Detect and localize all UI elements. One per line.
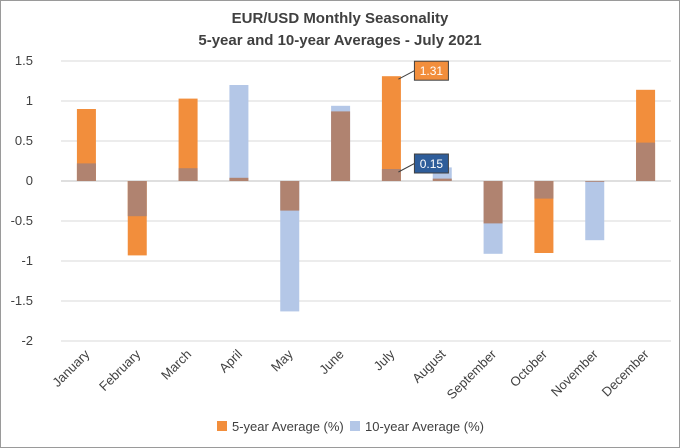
bar-10-year [229,85,249,181]
x-tick-label: May [268,346,296,374]
y-tick-label: -2 [21,333,33,348]
bars [76,76,656,312]
callout-box [413,60,449,81]
x-tick-label: July [371,346,398,373]
bar-overlap [381,169,401,181]
legend-swatch [217,421,227,431]
bar-overlap [483,181,503,224]
x-tick-label: January [49,346,93,390]
legend-label: 10-year Average (%) [365,419,484,434]
callout-label: 1.31 [420,64,444,78]
x-tick-label: September [444,346,500,402]
bar-5-year [178,98,198,181]
bar-5-year [381,76,401,181]
y-tick-label: -0.5 [11,213,33,228]
bar-overlap [76,163,96,181]
callout-label: 0.15 [420,157,444,171]
x-tick-label: August [409,346,448,385]
y-axis: -2 -1.5 -1 -0.5 0 0.5 1 1.5 [11,53,33,348]
y-tick-label: 0.5 [15,133,33,148]
x-tick-label: March [158,347,194,383]
legend-swatch [350,421,360,431]
x-tick-label: April [216,346,245,375]
bar-overlap [229,177,249,181]
x-axis: January February March April May June July Augu… [49,346,652,402]
callouts: 1.31 0.15 [398,60,449,174]
y-tick-label: 1 [26,93,33,108]
y-tick-label: -1 [21,253,33,268]
legend-label: 5-year Average (%) [232,419,344,434]
callout-leader [398,70,415,80]
callout-leader [398,163,415,173]
bar-5-year [534,181,554,253]
legend: 5-year Average (%) 10-year Average (%) [217,419,484,434]
bar-overlap [127,181,147,217]
bar-overlap [331,111,351,181]
y-tick-label: 0 [26,173,33,188]
chart-subtitle: 5-year and 10-year Averages - July 2021 [198,32,482,49]
bar-10-year [585,181,605,241]
bar-overlap [585,181,605,182]
x-tick-label: November [548,346,601,399]
callout-box [413,153,449,174]
gridlines [61,60,671,342]
x-tick-label: October [507,346,551,390]
bar-overlap [280,181,300,211]
y-tick-label: -1.5 [11,293,33,308]
chart-title: EUR/USD Monthly Seasonality [231,10,449,27]
bar-10-year [280,181,300,312]
bar-overlap [432,178,452,181]
x-tick-label: February [96,346,144,394]
bar-overlap [636,142,656,181]
y-tick-label: 1.5 [15,53,33,68]
bar-overlap [534,181,554,199]
x-tick-label: June [316,347,347,378]
bar-overlap [178,168,198,181]
x-tick-label: December [599,346,652,399]
bar-5-year [76,109,96,181]
